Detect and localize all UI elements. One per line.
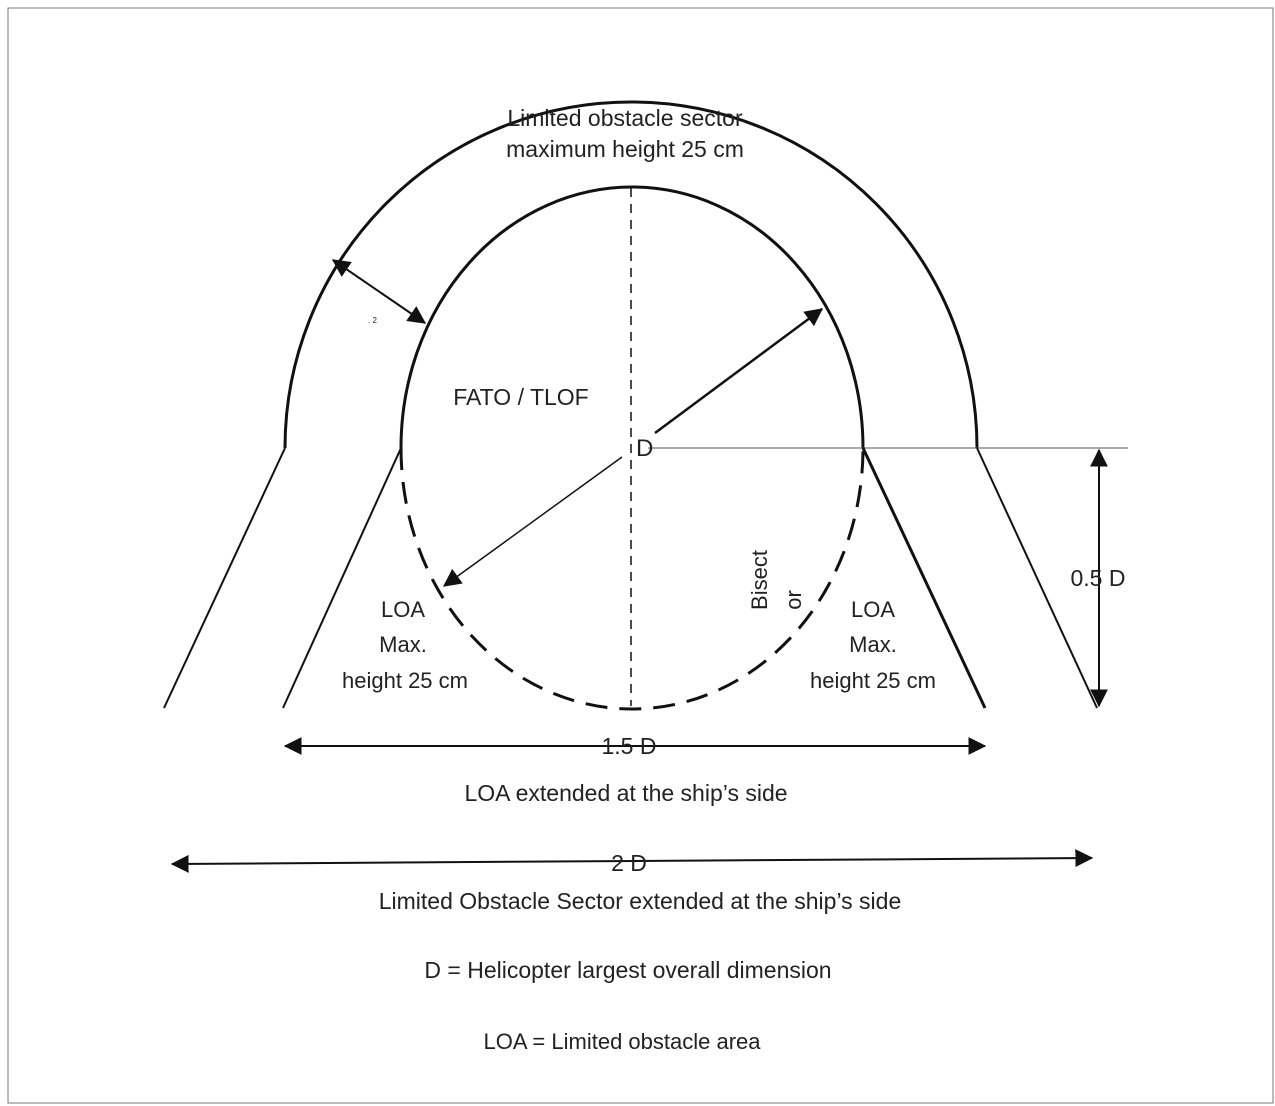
dimension-2d-arrow [170,849,1094,873]
outer-right-side-line [976,447,1098,709]
sector-label-line2: maximum height 25 cm [506,136,744,162]
tiny-mark: . 2 [368,316,377,325]
sector-width-arrow [331,259,427,324]
inner-right-side-line [861,447,987,709]
loa-right-line3: height 25 cm [810,668,936,693]
fato-label: FATO / TLOF [453,384,588,410]
center-label: D [636,435,653,462]
sector-label-line1: Limited obstacle sector [507,105,743,131]
radius-arrow-lower-left [442,456,623,587]
definition-d: D = Helicopter largest overall dimension [424,957,831,983]
inner-left-side-line [282,447,402,709]
dimension-2d-label: 2 D [611,850,647,876]
bisector-label-line2: or [781,590,806,610]
outer-left-side-line [163,447,286,709]
half-d-label: 0.5 D [1071,565,1126,591]
bisector-label-line1: Bisect [747,550,772,610]
radius-arrow-upper-right [654,307,824,435]
limited-obstacle-sector-arc [283,100,979,449]
fato-circle-upper [399,185,865,449]
loa-right-line2: Max. [849,632,897,657]
definition-loa: LOA = Limited obstacle area [484,1029,762,1054]
loa-extended-label: LOA extended at the ship’s side [464,780,787,806]
dimension-1-5d-label: 1.5 D [602,733,657,759]
loa-right-line1: LOA [851,597,895,622]
loa-left-line1: LOA [381,597,425,622]
fato-circle-lower [399,447,865,711]
sector-extended-label: Limited Obstacle Sector extended at the … [379,888,902,914]
loa-left-line2: Max. [379,632,427,657]
loa-left-line3: height 25 cm [342,668,468,693]
figure-frame [7,7,1274,1104]
